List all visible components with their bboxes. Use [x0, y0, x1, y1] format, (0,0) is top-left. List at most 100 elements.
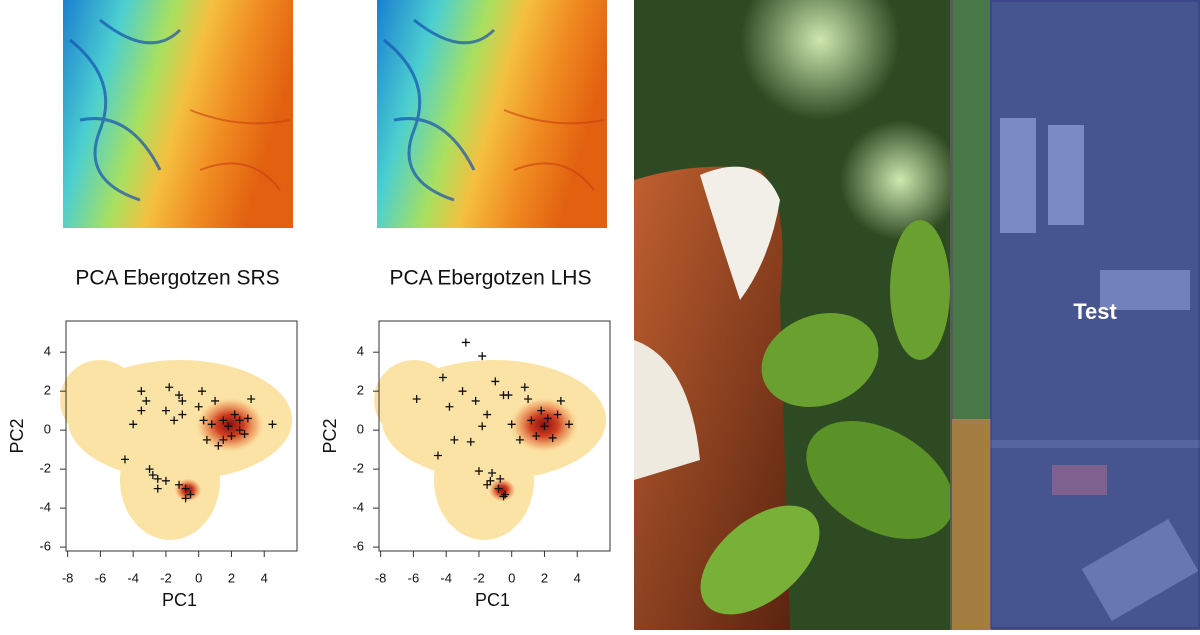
- marker: [458, 387, 467, 396]
- marker: [565, 420, 574, 429]
- x-tick-label: 0: [508, 570, 515, 585]
- marker: [515, 435, 524, 444]
- marker: [219, 435, 228, 444]
- chart-title: PCA Ebergotzen SRS: [75, 267, 279, 290]
- marker: [207, 420, 216, 429]
- marker: [181, 484, 190, 493]
- x-axis-label: PC1: [475, 590, 510, 610]
- marker: [450, 435, 459, 444]
- marker: [478, 422, 487, 431]
- marker: [445, 402, 454, 411]
- x-tick-label: 0: [195, 570, 202, 585]
- marker: [197, 387, 206, 396]
- marker: [219, 416, 228, 425]
- marker: [175, 480, 184, 489]
- marker: [268, 420, 277, 429]
- marker: [186, 490, 195, 499]
- marker: [532, 432, 541, 440]
- marker: [499, 391, 508, 400]
- y-tick-label: -6: [352, 539, 364, 554]
- marker: [543, 414, 552, 423]
- marker: [137, 387, 146, 396]
- marker: [483, 410, 492, 419]
- y-tick-label: 2: [357, 383, 364, 398]
- marker: [240, 430, 249, 439]
- y-tick-label: 0: [44, 422, 51, 437]
- marker: [129, 420, 138, 429]
- marker: [170, 416, 179, 425]
- marker: [491, 377, 500, 386]
- marker: [211, 396, 220, 405]
- y-tick-label: -4: [39, 500, 51, 515]
- marker: [520, 383, 529, 392]
- marker: [540, 422, 549, 431]
- photo: [634, 0, 960, 630]
- marker: [235, 416, 244, 425]
- marker: [165, 383, 174, 392]
- marker: [243, 414, 252, 423]
- marker: [153, 484, 162, 493]
- x-tick-label: -4: [127, 570, 139, 585]
- marker: [494, 484, 503, 493]
- x-tick-label: -4: [440, 570, 452, 585]
- marker: [202, 435, 211, 444]
- chart-title: PCA Ebergotzen LHS: [390, 267, 592, 290]
- y-tick-label: -6: [39, 539, 51, 554]
- marker: [507, 420, 516, 429]
- x-tick-label: 2: [228, 570, 235, 585]
- y-axis-label: PC2: [7, 418, 27, 453]
- marker: [412, 394, 421, 403]
- marker: [474, 467, 483, 476]
- marker: [537, 406, 546, 415]
- marker: [214, 441, 223, 450]
- marker: [527, 416, 536, 425]
- marker: [178, 396, 187, 405]
- x-tick-label: -6: [95, 570, 107, 585]
- x-tick-label: -8: [62, 570, 74, 585]
- x-tick-label: -2: [160, 570, 172, 585]
- x-tick-label: 2: [541, 570, 548, 585]
- terrain-map: [377, 0, 607, 228]
- y-tick-label: -2: [39, 461, 51, 476]
- plot-frame: [65, 320, 298, 552]
- y-tick-label: 4: [357, 344, 364, 359]
- marker: [148, 470, 157, 479]
- marker: [194, 402, 203, 411]
- marker: [247, 394, 256, 403]
- marker: [501, 490, 510, 499]
- marker: [120, 455, 129, 464]
- x-tick-label: -6: [408, 570, 420, 585]
- marker: [488, 469, 497, 478]
- marker: [433, 451, 442, 460]
- marker: [235, 426, 244, 435]
- marker: [556, 396, 565, 405]
- y-tick-label: 2: [44, 383, 51, 398]
- marker: [199, 416, 208, 425]
- plot-frame: [378, 320, 611, 552]
- marker: [466, 437, 475, 446]
- terrain-map: [63, 0, 293, 228]
- marker: [483, 480, 492, 489]
- x-tick-label: -2: [473, 570, 485, 585]
- aerial-label: Test: [1073, 299, 1117, 324]
- x-axis-label: PC1: [162, 590, 197, 610]
- y-axis-label: PC2: [320, 418, 340, 453]
- marker: [178, 410, 187, 419]
- marker: [548, 433, 557, 442]
- marker: [227, 432, 236, 440]
- marker: [496, 474, 505, 483]
- marker: [137, 406, 146, 415]
- marker: [553, 410, 562, 419]
- marker: [161, 476, 170, 485]
- marker: [145, 465, 154, 474]
- marker: [153, 474, 162, 483]
- x-tick-label: -8: [375, 570, 387, 585]
- marker: [499, 492, 508, 501]
- aerial-image: Test: [950, 0, 1200, 631]
- marker: [175, 391, 184, 400]
- y-tick-label: -4: [352, 500, 364, 515]
- marker: [230, 410, 239, 419]
- marker: [471, 396, 480, 405]
